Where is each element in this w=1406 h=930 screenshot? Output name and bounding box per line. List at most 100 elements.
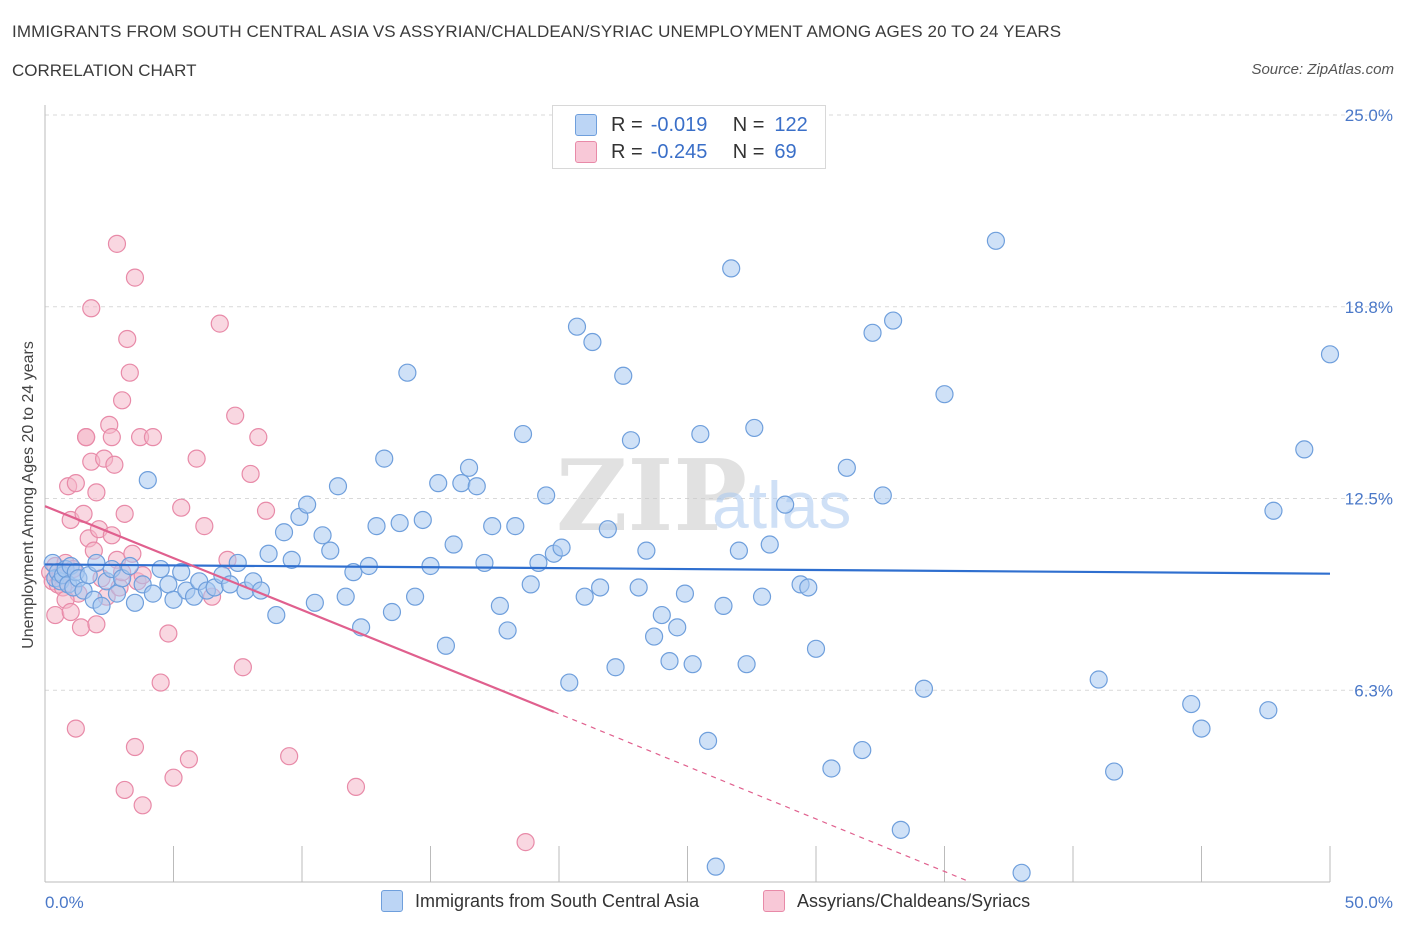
trendline-pink	[44, 505, 555, 713]
blue-point	[652, 605, 671, 625]
blue-point	[151, 559, 170, 579]
blue-point	[776, 495, 795, 514]
axes	[44, 105, 1331, 883]
pink-point	[71, 618, 91, 637]
blue-point	[660, 652, 679, 671]
bottom-legend-label-blue: Immigrants from South Central Asia	[415, 890, 700, 911]
blue-point	[452, 474, 471, 493]
bottom-legend-label-pink: Assyrians/Chaldeans/Syriacs	[797, 890, 1031, 911]
blue-point	[367, 517, 386, 536]
legend-row-blue: R = -0.019 N = 122	[575, 113, 808, 137]
legend-n-value-blue: 122	[774, 113, 808, 136]
blue-point	[436, 636, 456, 655]
pink-point	[46, 605, 65, 625]
legend-swatch-pink	[575, 141, 597, 163]
blue-point	[629, 578, 648, 597]
blue-point	[1264, 501, 1283, 520]
pink-point	[179, 750, 199, 769]
pink-point	[120, 363, 139, 382]
pink-point	[125, 268, 145, 287]
blue-point	[598, 520, 617, 539]
blue-point	[637, 541, 656, 560]
blue-point	[606, 658, 625, 677]
pink-point	[66, 719, 85, 738]
y-tick-label: 18.8%	[1345, 298, 1393, 317]
blue-point	[107, 584, 127, 603]
blue-point	[822, 759, 841, 778]
blue-point	[375, 449, 394, 468]
blue-point	[506, 517, 525, 536]
blue-point	[683, 655, 702, 674]
blue-point	[92, 596, 111, 615]
bottom-legend-swatch-blue	[381, 890, 403, 912]
pink-point	[87, 483, 106, 502]
blue-point	[382, 602, 402, 622]
y-tick-label: 6.3%	[1354, 681, 1393, 700]
blue-point	[591, 578, 610, 597]
blue-point	[583, 332, 602, 352]
pink-point	[87, 615, 106, 634]
blue-point	[675, 584, 695, 603]
blue-point	[537, 486, 556, 505]
blue-point	[806, 639, 826, 658]
blue-point	[444, 535, 463, 554]
blue-point	[1105, 762, 1124, 781]
blue-point	[1320, 345, 1340, 364]
blue-point	[737, 655, 756, 674]
y-tick-label: 12.5%	[1345, 490, 1393, 509]
blue-point	[328, 477, 348, 496]
blue-point	[138, 470, 157, 490]
legend-r-value-pink: -0.245	[650, 140, 708, 163]
blue-point	[498, 621, 517, 640]
trendlines	[44, 505, 1331, 883]
pink-point	[112, 391, 132, 410]
bottom-legend-pink: Assyrians/Chaldeans/Syriacs	[763, 890, 1030, 912]
blue-point	[575, 587, 594, 606]
blue-point	[1192, 719, 1211, 738]
blue-point	[390, 513, 409, 533]
pink-point	[280, 747, 299, 766]
blue-point	[125, 593, 145, 612]
pink-point	[143, 428, 163, 447]
blue-point	[467, 477, 486, 496]
blue-point	[336, 587, 355, 606]
blue-point	[164, 590, 183, 609]
pink-point	[187, 449, 206, 468]
legend-swatch-blue	[575, 114, 597, 136]
blue-point	[837, 458, 856, 477]
y-axis-label: Unemployment Among Ages 20 to 24 years	[20, 341, 37, 649]
pink-point	[226, 406, 245, 425]
blue-point	[87, 553, 106, 573]
blue-point	[159, 575, 178, 594]
blue-point	[459, 458, 479, 477]
pink-point	[115, 504, 134, 523]
pink-point	[346, 777, 366, 796]
bottom-legend-swatch-pink	[763, 890, 785, 912]
blue-point	[567, 317, 587, 336]
pink-point	[233, 658, 252, 677]
blue-point	[172, 563, 191, 582]
pink-point	[105, 455, 124, 474]
blue-point	[863, 323, 882, 342]
pink-point	[164, 768, 183, 787]
pink-point	[133, 796, 152, 815]
blue-point	[143, 584, 163, 603]
pink-point	[61, 602, 80, 622]
blue-series-points	[43, 231, 1340, 882]
legend-n-value-pink: 69	[774, 140, 797, 163]
blue-point	[490, 596, 509, 615]
blue-point	[752, 587, 772, 606]
legend-row-pink: R = -0.245 N = 69	[575, 140, 797, 164]
blue-point	[729, 541, 749, 560]
blue-point	[259, 544, 278, 563]
x-tick-label-max: 50.0%	[1345, 893, 1393, 912]
blue-point	[305, 593, 324, 612]
pink-point	[151, 673, 170, 692]
y-tick-label: 25.0%	[1345, 106, 1393, 125]
pink-point	[77, 428, 96, 447]
blue-point	[413, 510, 432, 530]
pink-point	[249, 428, 268, 447]
pink-point	[172, 498, 191, 517]
trendline-pink-extension	[553, 711, 971, 883]
